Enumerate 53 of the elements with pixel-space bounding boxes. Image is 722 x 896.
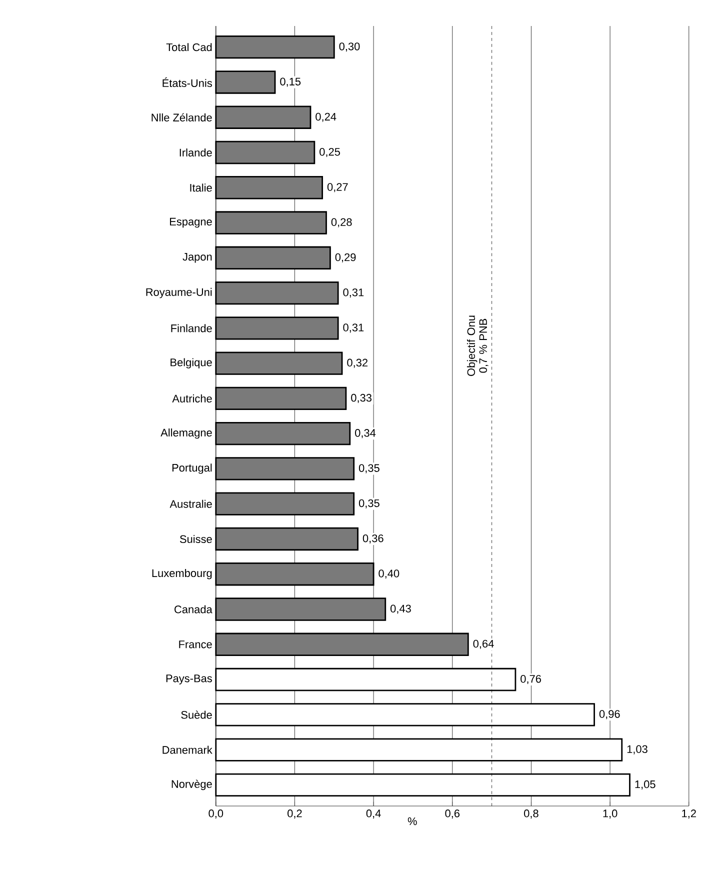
y-tick-label: Belgique: [170, 358, 212, 368]
x-tick-label: 0,2: [288, 810, 302, 819]
y-tick-label: Norvège: [172, 780, 212, 790]
y-tick-label: Allemagne: [160, 428, 212, 439]
data-label: 0,76: [520, 675, 542, 684]
data-label: 0,24: [316, 112, 336, 122]
data-label: 0,28: [331, 218, 352, 228]
x-tick-label: 1,0: [603, 810, 618, 819]
data-label: 0,64: [473, 640, 494, 649]
data-label: 0,43: [390, 604, 411, 614]
data-label: 0,25: [320, 148, 340, 158]
y-tick-label: Royaume-Uni: [146, 288, 212, 298]
x-tick-label: 0,0: [208, 810, 224, 819]
y-tick-label: Australie: [170, 500, 212, 508]
y-tick-label: Suisse: [180, 534, 212, 544]
data-label: 0,36: [362, 534, 384, 544]
y-tick-label: Portugal: [172, 464, 212, 474]
data-label: 0,35: [359, 464, 380, 474]
x-axis-title: %: [408, 817, 417, 826]
y-tick-label: Finlande: [171, 324, 212, 332]
data-label: 0,33: [351, 394, 372, 403]
data-label: 0,30: [339, 42, 360, 52]
data-label: 0,31: [343, 288, 364, 298]
x-tick-label: 1,2: [682, 810, 696, 819]
data-label: 0,15: [280, 78, 301, 87]
y-tick-label: Pays-Bas: [166, 674, 212, 684]
y-tick-label: Nlle Zélande: [152, 113, 212, 122]
y-tick-label: Japon: [182, 253, 212, 263]
data-label: 0,32: [347, 358, 368, 368]
x-tick-label: 0,4: [366, 810, 381, 819]
y-tick-label: Italie: [190, 184, 212, 192]
y-tick-label: Canada: [174, 605, 212, 614]
x-tick-label: 0,8: [524, 810, 538, 819]
data-label: 0,96: [599, 710, 620, 720]
ref-line-label: Objectif Onu 0,7 % PNB: [467, 316, 488, 376]
y-tick-label: Total Cad: [166, 43, 212, 52]
y-tick-label: Suède: [181, 710, 212, 719]
y-tick-label: France: [179, 640, 212, 648]
data-label: 0,35: [359, 499, 380, 508]
data-label: 0,31: [343, 324, 364, 333]
y-tick-label: Luxembourg: [152, 569, 212, 580]
data-label: 1,05: [635, 780, 656, 790]
data-label: 0,27: [327, 183, 348, 192]
y-tick-label: Irlande: [180, 148, 212, 157]
data-label: 1,03: [627, 745, 648, 754]
y-tick-label: Danemark: [162, 746, 212, 754]
data-label: 0,40: [378, 570, 400, 579]
data-label: 0,29: [335, 253, 356, 262]
data-label: 0,34: [355, 429, 376, 438]
y-tick-label: États-Unis: [162, 77, 212, 88]
y-tick-label: Autriche: [172, 394, 212, 402]
x-tick-label: 0,6: [445, 810, 460, 819]
y-tick-label: Espagne: [170, 218, 212, 228]
